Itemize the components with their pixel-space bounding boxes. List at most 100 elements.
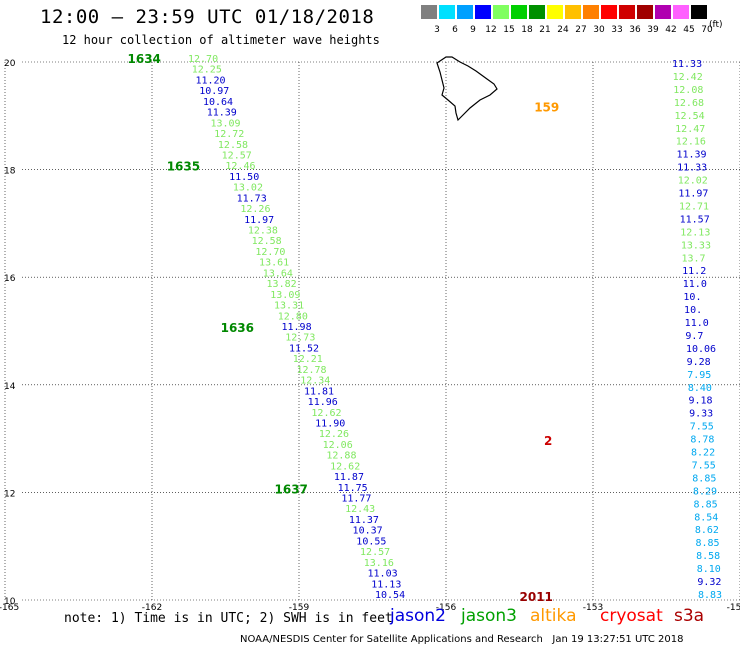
lat-tick-label: 16 [4, 274, 16, 284]
wave-height-value: 12.08 [673, 85, 703, 96]
lon-tick-label: -153 [583, 603, 603, 613]
wave-height-value: 8.62 [695, 525, 719, 536]
wave-height-value: 12.58 [218, 140, 248, 151]
wave-height-value: 12.54 [675, 111, 705, 122]
legend-swatch [457, 5, 473, 19]
legend-label: 9 [470, 25, 476, 35]
legend-label: 6 [452, 25, 458, 35]
legend-label: 70 [701, 25, 713, 35]
wave-height-value: 11.97 [244, 215, 274, 226]
wave-height-value: 11.33 [677, 163, 707, 174]
legend-label: 36 [629, 25, 641, 35]
wave-height-value: 11.90 [315, 418, 345, 429]
legend-swatch [673, 5, 689, 19]
wave-height-value: 10.37 [353, 526, 383, 537]
pass-labels: 1634 1635 1636 1637 2011 159 2 [128, 52, 560, 604]
wave-height-value: 13.61 [259, 258, 289, 269]
wave-height-value: 11.37 [349, 515, 379, 526]
wave-height-value: 10.64 [203, 97, 233, 108]
wave-height-value: 11.77 [341, 494, 371, 505]
wave-height-value: 7.95 [687, 370, 711, 381]
wave-height-value: 12.78 [296, 365, 326, 376]
wave-height-value: 12.57 [360, 547, 390, 558]
wave-height-value: 12.06 [323, 440, 353, 451]
wave-height-value: 11.33 [672, 59, 702, 70]
wave-height-value: 12.25 [192, 65, 222, 76]
legend-swatch [439, 5, 455, 19]
pass-id-label: 1634 [128, 52, 161, 66]
wave-height-value: 11.75 [338, 483, 368, 494]
wave-height-value: 11.52 [289, 343, 319, 354]
wave-height-value: 12.16 [676, 137, 706, 148]
wave-height-value: 8.10 [697, 564, 721, 575]
island-coastline [436, 56, 498, 122]
wave-height-value: 9.7 [685, 331, 703, 342]
legend-swatch [475, 5, 491, 19]
wave-height-value: 11.96 [308, 397, 338, 408]
wave-height-value: 13.09 [210, 118, 240, 129]
wave-height-value: 8.85 [695, 538, 719, 549]
wave-height-value: 12.71 [679, 201, 709, 212]
legend-swatch [493, 5, 509, 19]
lat-tick-label: 12 [4, 489, 15, 499]
wave-height-value: 12.88 [326, 451, 356, 462]
legend-label: 45 [683, 25, 695, 35]
lon-tick-label: -162 [142, 603, 162, 613]
wave-height-value: 8.85 [694, 499, 718, 510]
lat-tick-label: 18 [4, 167, 16, 177]
satellite-altika: altika [530, 606, 577, 626]
satellite-cryosat: cryosat [600, 606, 663, 626]
wave-height-value: 13.7 [682, 253, 706, 264]
wave-height-value: 13.09 [270, 290, 300, 301]
pass-id-label: 1637 [275, 482, 308, 496]
wave-height-value: 9.32 [697, 577, 721, 588]
legend-label: 24 [557, 25, 569, 35]
wave-height-value: 7.55 [692, 460, 716, 471]
wave-height-value: 11.0 [683, 279, 707, 290]
legend-swatch [691, 5, 707, 19]
pass-id-label: 1635 [167, 160, 200, 174]
legend-unit: (ft) [709, 20, 723, 30]
wave-height-value: 11.98 [282, 322, 312, 333]
legend-label: 30 [593, 25, 605, 35]
wave-height-value: 7.55 [690, 422, 714, 433]
wave-height-value: 11.39 [676, 150, 706, 161]
wave-height-value: 12.43 [345, 504, 375, 515]
wave-height-value: 12.26 [319, 429, 349, 440]
wave-height-value: 12.46 [225, 161, 255, 172]
wave-height-value: 12.47 [675, 124, 705, 135]
wave-height-value: 12.34 [300, 376, 330, 387]
wave-height-value: 10.97 [199, 86, 229, 97]
legend-label: 15 [503, 25, 515, 35]
wave-height-value: 13.64 [263, 268, 293, 279]
wave-height-value: 13.31 [274, 301, 304, 312]
wave-height-value: 12.02 [678, 176, 708, 187]
wave-height-value: 9.33 [689, 409, 713, 420]
wave-height-value: 12.42 [673, 72, 703, 83]
wave-height-value: 12.58 [252, 236, 282, 247]
wave-height-value: 12.26 [240, 204, 270, 215]
wave-height-value: 11.20 [195, 75, 225, 86]
wave-height-value: 10. [683, 292, 701, 303]
wave-height-value: 12.80 [278, 311, 308, 322]
wave-height-value: 8.78 [690, 435, 714, 446]
legend-label: 27 [575, 25, 587, 35]
legend-label: 42 [665, 25, 677, 35]
legend-label: 12 [485, 25, 497, 35]
wave-height-value: 8.40 [688, 383, 712, 394]
wave-height-value: 9.18 [688, 396, 712, 407]
wave-height-value: 11.13 [371, 579, 401, 590]
wave-height-value: 11.57 [680, 214, 710, 225]
lat-tick-label: 10 [4, 597, 16, 607]
lon-tick-label: -165 [0, 603, 19, 613]
wave-height-value: 11.0 [685, 318, 709, 329]
lon-tick-label: -159 [289, 603, 310, 613]
wave-height-value: 11.03 [368, 569, 398, 580]
legend-label: 18 [521, 25, 533, 35]
lat-tick-label: 20 [4, 59, 16, 69]
legend-swatch [583, 5, 599, 19]
map-subtitle: 12 hour collection of altimeter wave hei… [62, 33, 380, 47]
pass-id-label: 1636 [221, 321, 254, 335]
wave-height-value: 11.97 [678, 189, 708, 200]
